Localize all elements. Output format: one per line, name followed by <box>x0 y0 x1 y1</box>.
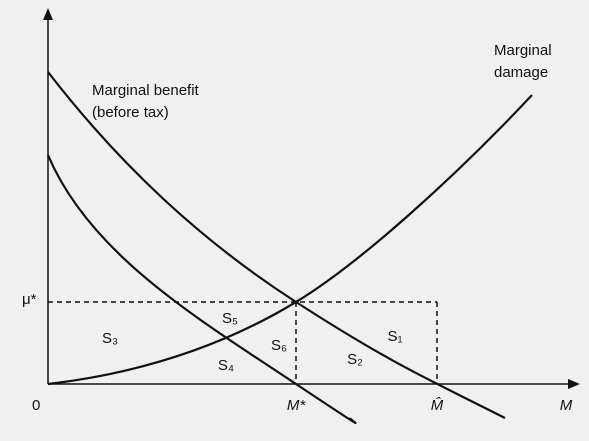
axis-label: M <box>560 397 573 414</box>
marginal-benefit-curve <box>47 71 506 419</box>
axis-label: M* <box>287 397 306 414</box>
label: (before tax) <box>92 104 169 121</box>
marginal-damage-curve <box>47 94 533 386</box>
label: Marginal <box>494 42 552 59</box>
label: Marginal benefit <box>92 82 200 99</box>
label: damage <box>494 64 548 81</box>
axis-label: 0 <box>32 397 40 414</box>
y-arrow <box>43 8 53 20</box>
x-arrow <box>568 379 580 389</box>
region-label: S₅ <box>222 310 238 327</box>
region-label: S₃ <box>102 330 118 347</box>
region-label: S₆ <box>271 337 287 354</box>
axis-label: μ* <box>22 291 37 308</box>
region-label: S₄ <box>218 357 234 374</box>
region-label: S₂ <box>347 351 363 368</box>
marginal-benefit-after-tax-curve <box>46 154 357 425</box>
axis-label: M̂ <box>431 396 444 413</box>
region-label: S₁ <box>387 328 402 345</box>
